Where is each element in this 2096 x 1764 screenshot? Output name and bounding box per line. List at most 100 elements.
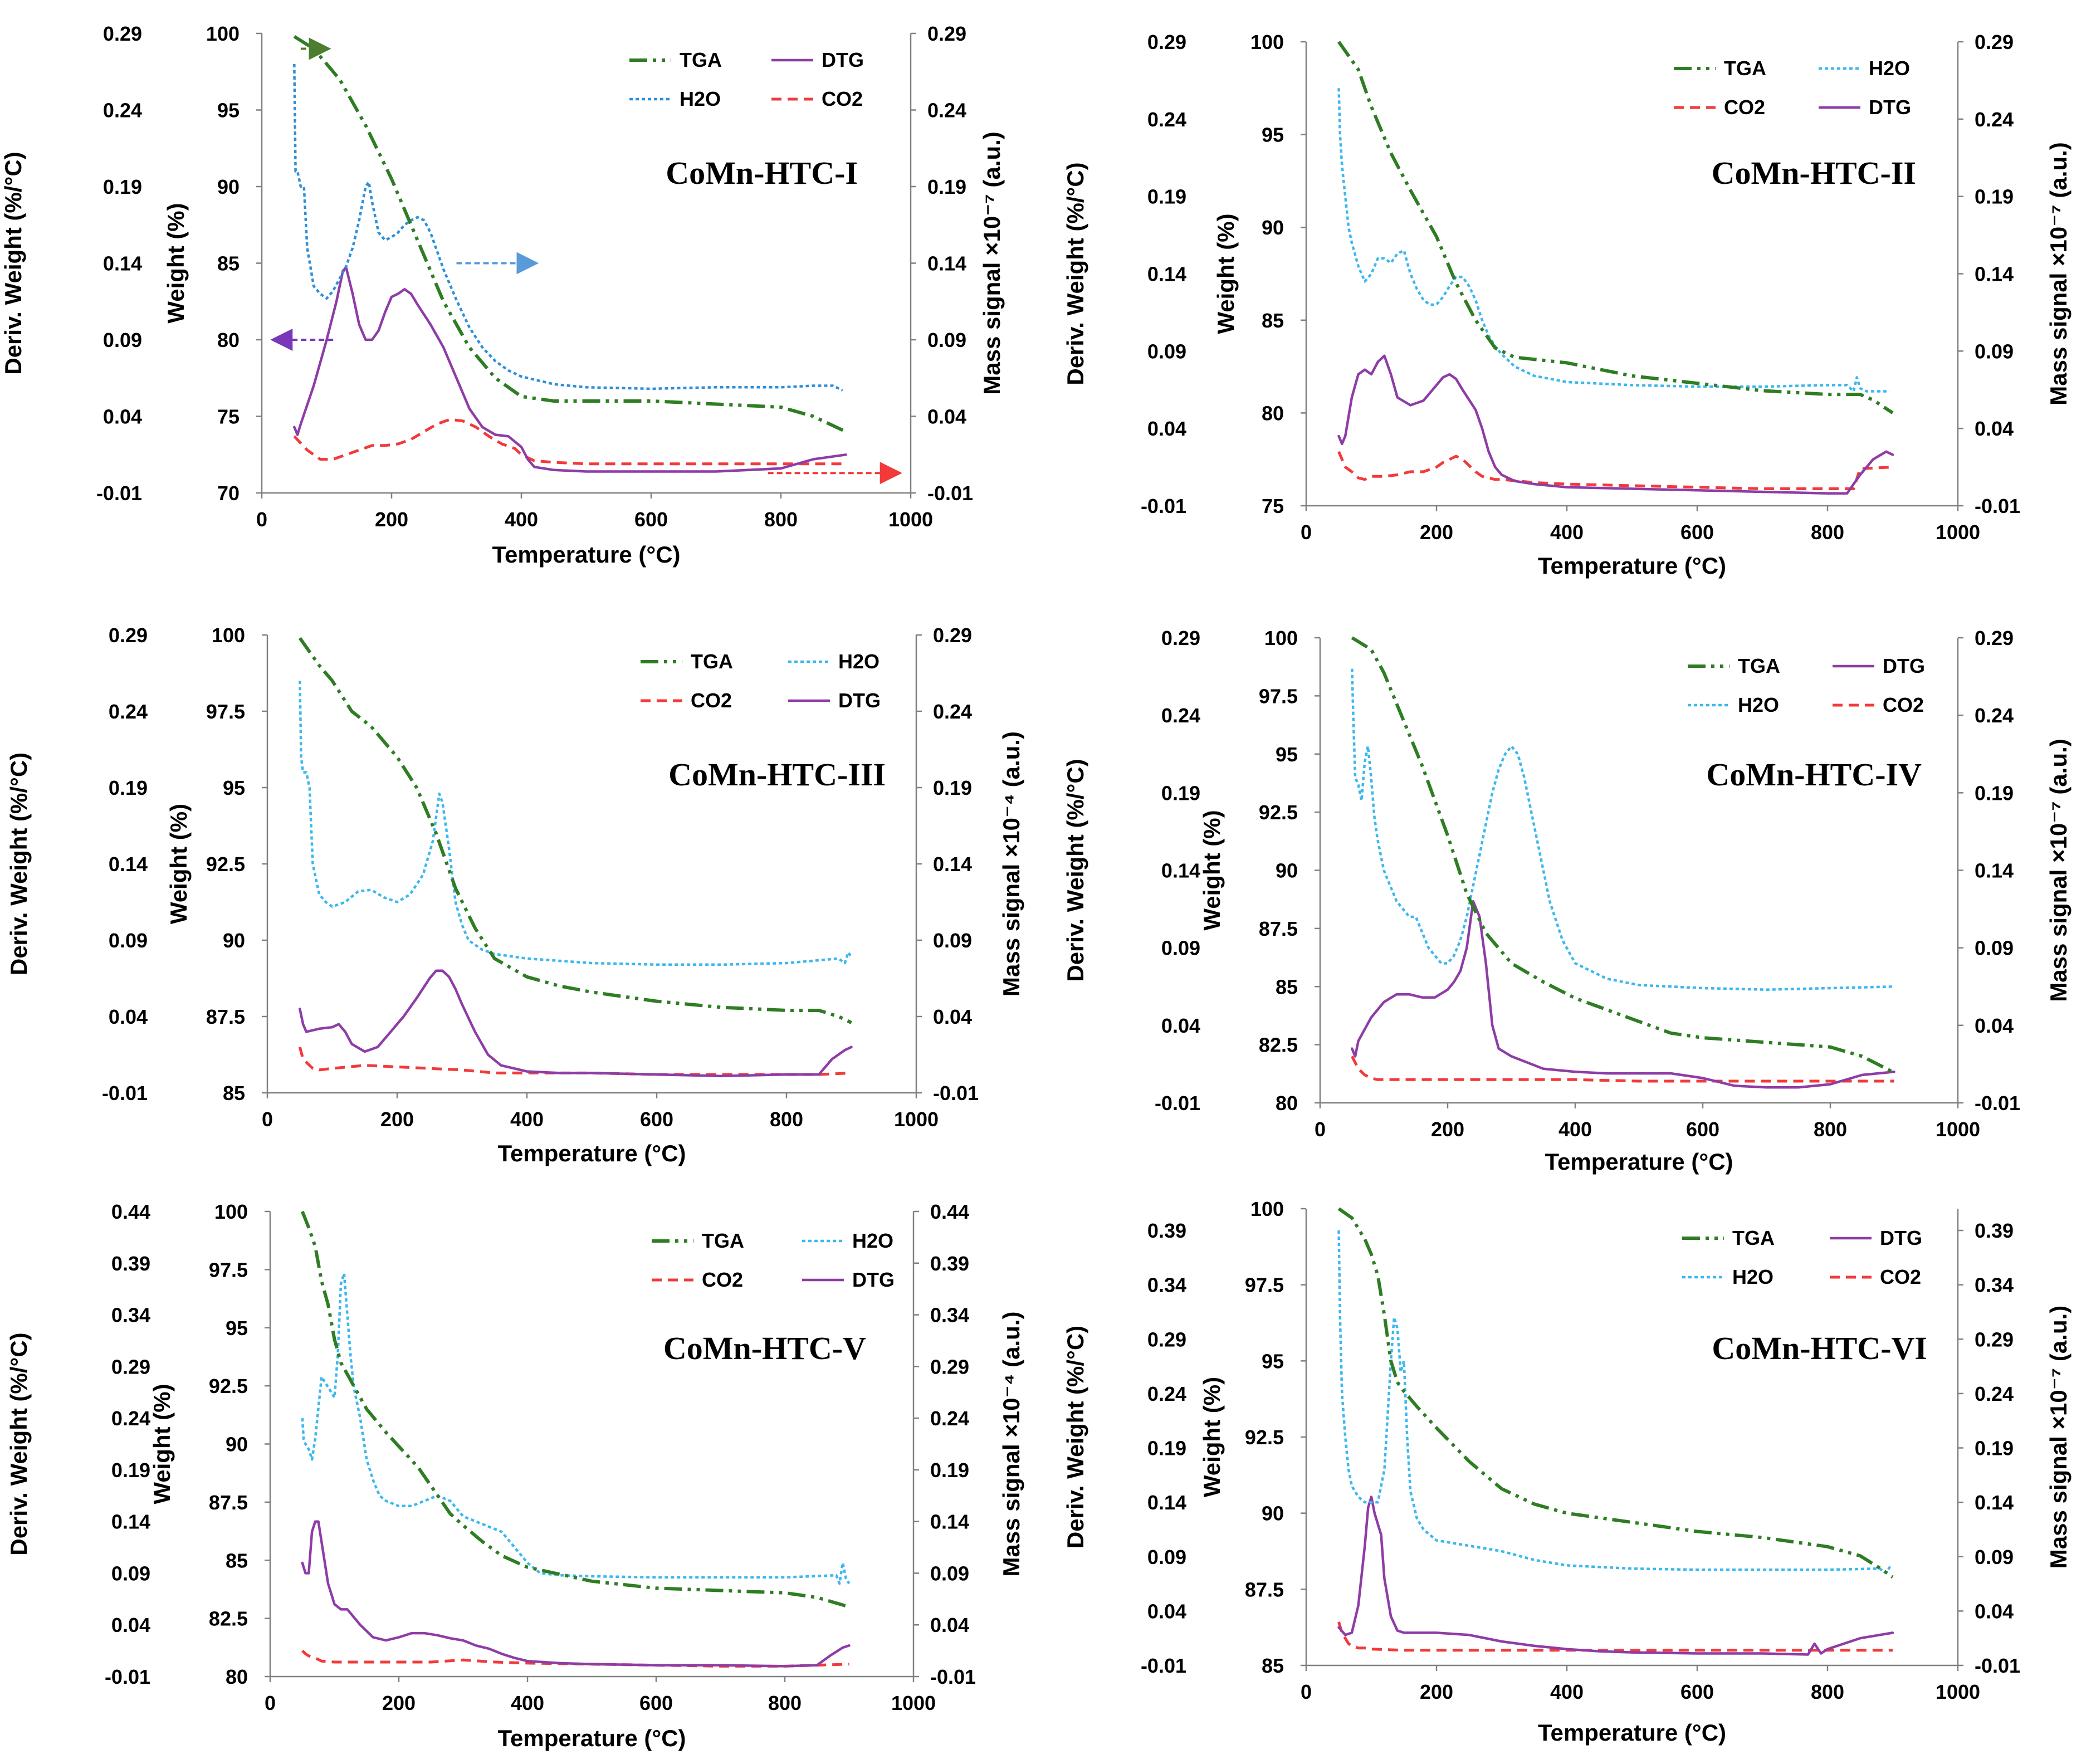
mass-tick-label: -0.01 <box>930 1665 976 1688</box>
deriv-tick-label: 0.09 <box>103 329 142 351</box>
deriv-tick-label: 0.14 <box>1161 859 1200 882</box>
panel-title: CoMn-HTC-VI <box>1712 1330 1927 1366</box>
tga-legend-label: TGA <box>1732 1227 1775 1249</box>
mass-tick-label: 0.29 <box>1975 627 2014 649</box>
x-tick-label: 200 <box>1420 1680 1453 1703</box>
deriv-tick-label: 0.19 <box>111 1459 150 1482</box>
weight-tick-label: 70 <box>217 482 240 505</box>
x-tick-label: 600 <box>640 1108 673 1131</box>
deriv-axis-title: Deriv. Weight (%/°C) <box>1062 1326 1088 1548</box>
mass-tick-label: 0.09 <box>933 929 972 952</box>
dtg-legend-label: DTG <box>838 689 881 712</box>
weight-tick-label: 100 <box>212 624 245 647</box>
mass-axis-title: Mass signal ×10⁻⁷ (a.u.) <box>2045 1306 2071 1569</box>
dtg-legend-label: DTG <box>852 1268 895 1291</box>
mass-tick-label: 0.04 <box>933 1005 972 1028</box>
weight-tick-label: 90 <box>223 929 245 952</box>
mass-tick-label: 0.19 <box>927 175 966 198</box>
deriv-tick-label: 0.29 <box>103 22 142 45</box>
x-tick-label: 0 <box>1301 1680 1312 1703</box>
x-tick-label: 800 <box>1811 1680 1844 1703</box>
h2o-series-line <box>1337 1230 1893 1575</box>
weight-tick-label: 95 <box>223 776 245 799</box>
mass-tick-label: 0.39 <box>930 1252 969 1275</box>
weight-tick-label: 90 <box>1262 216 1284 239</box>
x-tick-label: 1000 <box>891 1692 936 1714</box>
x-tick-label: 0 <box>1301 521 1312 544</box>
mass-tick-label: 0.24 <box>933 700 972 723</box>
mass-tick-label: 0.14 <box>930 1511 969 1533</box>
x-tick-label: 200 <box>380 1108 414 1131</box>
mass-tick-label: 0.29 <box>1975 31 2014 53</box>
weight-tick-label: 82.5 <box>209 1607 248 1630</box>
mass-tick-label: -0.01 <box>1975 495 2020 517</box>
panel-title: CoMn-HTC-II <box>1712 155 1916 191</box>
x-tick-label: 400 <box>510 1108 544 1131</box>
panel-title: CoMn-HTC-IV <box>1706 756 1922 793</box>
weight-tick-label: 90 <box>226 1433 248 1456</box>
x-tick-label: 1000 <box>1936 1118 1980 1141</box>
weight-tick-label: 87.5 <box>206 1005 245 1028</box>
mass-tick-label: 0.24 <box>1975 108 2014 131</box>
deriv-tick-label: -0.01 <box>96 482 142 505</box>
deriv-tick-label: 0.44 <box>111 1200 150 1223</box>
deriv-tick-label: 0.39 <box>111 1252 150 1275</box>
deriv-tick-label: 0.14 <box>1147 1491 1186 1514</box>
x-tick-label: 800 <box>768 1692 802 1714</box>
h2o-series-line <box>299 681 853 966</box>
deriv-tick-label: 0.29 <box>1147 31 1186 53</box>
deriv-tick-label: 0.14 <box>1147 263 1186 286</box>
weight-axis-title: Weight (%) <box>165 804 192 924</box>
weight-tick-label: 90 <box>1262 1502 1284 1525</box>
weight-tick-label: 97.5 <box>1245 1274 1284 1297</box>
deriv-axis-title: Deriv. Weight (%/°C) <box>1062 162 1088 385</box>
tga-legend-label: TGA <box>680 48 722 71</box>
mass-tick-label: 0.14 <box>1975 1491 2014 1514</box>
weight-tick-label: 87.5 <box>1259 917 1298 940</box>
mass-tick-label: 0.24 <box>1975 1382 2014 1405</box>
deriv-tick-label: 0.34 <box>111 1304 150 1327</box>
legend: TGA H2O CO2 DTG <box>1674 57 1911 119</box>
co2-series-line <box>298 1047 852 1076</box>
x-tick-label: 1000 <box>888 508 933 531</box>
deriv-tick-label: 0.14 <box>103 252 142 275</box>
co2-series-line <box>1337 1621 1893 1652</box>
mass-tick-label: 0.19 <box>1975 1437 2014 1460</box>
deriv-axis-title: Deriv. Weight (%/°C) <box>0 152 26 374</box>
mass-tick-label: 0.24 <box>930 1407 969 1430</box>
weight-tick-label: 100 <box>1250 1198 1284 1220</box>
deriv-tick-label: 0.19 <box>1147 1437 1186 1460</box>
chart-panel-6: 0 200 400 600 800 1000 85 87.5 90 92.5 95 97.5 100 -0… <box>1062 1198 2071 1746</box>
h2o-series-line <box>1351 668 1894 991</box>
co2-legend-label: CO2 <box>822 87 863 110</box>
mass-tick-label: 0.09 <box>927 329 966 351</box>
x-axis-title: Temperature (°C) <box>1538 553 1726 579</box>
x-tick-label: 200 <box>1431 1118 1464 1141</box>
x-axis-title: Temperature (°C) <box>492 541 680 568</box>
legend: TGA H2O CO2 DTG <box>652 1229 895 1291</box>
deriv-tick-label: -0.01 <box>1141 495 1186 517</box>
x-tick-label: 1000 <box>894 1108 939 1131</box>
x-tick-label: 800 <box>764 508 798 531</box>
x-tick-label: 0 <box>262 1108 273 1131</box>
dtg-series-line <box>293 266 847 473</box>
x-tick-label: 400 <box>511 1692 544 1714</box>
x-axis-title: Temperature (°C) <box>1545 1149 1733 1175</box>
mass-tick-label: -0.01 <box>1975 1092 2020 1115</box>
mass-tick-label: 0.19 <box>1975 781 2014 804</box>
deriv-axis-title: Deriv. Weight (%/°C) <box>6 1332 32 1555</box>
co2-series-line <box>1351 1056 1894 1083</box>
x-tick-label: 200 <box>1420 521 1453 544</box>
chart-panel-2: 0 200 400 600 800 1000 75 80 85 90 95 100 -0.01 0.04 0… <box>1062 31 2071 579</box>
mass-axis-title: Mass signal ×10⁻⁷ (a.u.) <box>2045 739 2071 1002</box>
deriv-tick-label: 0.29 <box>1147 1328 1186 1351</box>
weight-axis-title: Weight (%) <box>1199 810 1225 930</box>
dtg-legend-label: DTG <box>1880 1227 1922 1249</box>
h2o-series-line <box>301 1272 851 1585</box>
mass-tick-label: 0.04 <box>1975 1014 2014 1037</box>
mass-tick-label: 0.09 <box>930 1562 969 1585</box>
deriv-tick-label: 0.19 <box>109 776 148 799</box>
deriv-tick-label: 0.19 <box>1147 185 1186 208</box>
x-axis-title: Temperature (°C) <box>1538 1719 1726 1746</box>
weight-tick-label: 80 <box>1262 402 1284 424</box>
